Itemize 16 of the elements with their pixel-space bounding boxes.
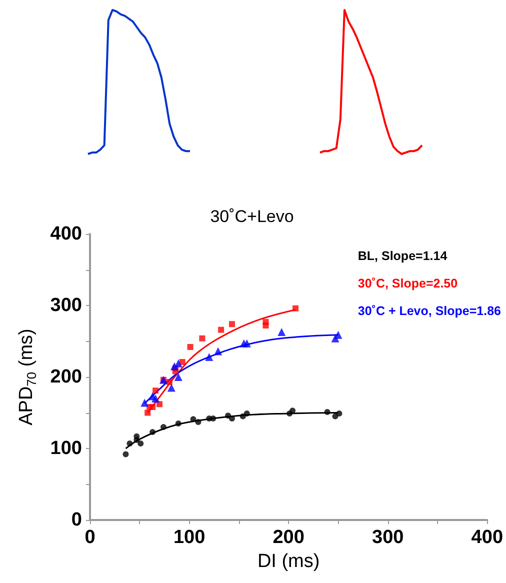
x-tick-label: 300 bbox=[372, 527, 404, 548]
y-tick-label: 0 bbox=[71, 510, 82, 530]
series-label: 30˚C + Levo, Slope=1.86 bbox=[358, 304, 502, 318]
text: 30˚C, Slope=2.50 bbox=[358, 276, 458, 290]
y-tick-label: 200 bbox=[50, 366, 82, 388]
y-axis-title: APD70 (ms) bbox=[16, 328, 39, 426]
x-axis-title: DI (ms) bbox=[257, 550, 320, 572]
chart-title: 30˚C+Levo bbox=[210, 207, 294, 226]
text: BL, Slope=1.14 bbox=[358, 249, 448, 263]
x-tick-label: 200 bbox=[272, 527, 304, 548]
y-tick-label: 300 bbox=[50, 295, 82, 316]
y-tick-label: 100 bbox=[50, 438, 82, 459]
y-tick-label: 400 bbox=[50, 224, 82, 244]
x-tick-label: 0 bbox=[84, 527, 96, 548]
x-tick-label: 100 bbox=[173, 527, 206, 548]
x-tick-label: 400 bbox=[471, 527, 503, 548]
